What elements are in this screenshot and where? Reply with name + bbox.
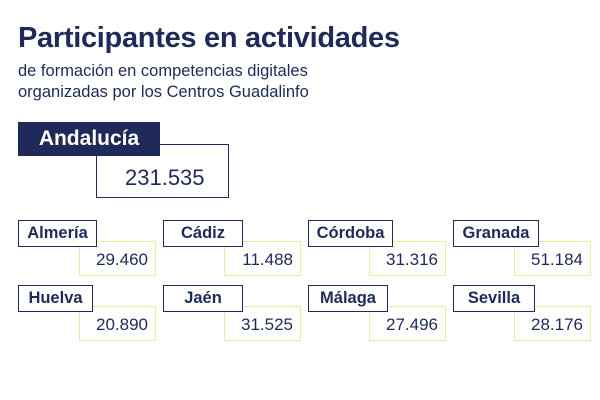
province-label: Jaén [163,285,243,312]
province-value-box: 51.184 [514,241,591,276]
total-value-box [96,144,229,198]
subtitle-line-2: organizadas por los Centros Guadalinfo [18,83,309,101]
province-label: Huelva [18,285,93,312]
province-value-box: 11.488 [224,241,301,276]
page-title: Participantes en actividades [18,22,400,54]
total-value: 231.535 [125,165,205,190]
province-label: Sevilla [453,285,535,312]
page-subtitle: de formación en competencias digitales o… [18,61,438,103]
province-label: Córdoba [308,220,393,247]
province-label: Cádiz [163,220,243,247]
province-label: Granada [453,220,539,247]
province-value-box: 29.460 [79,241,156,276]
subtitle-line-1: de formación en competencias digitales [18,62,308,80]
province-value-box: 20.890 [79,306,156,341]
province-label: Málaga [308,285,388,312]
province-label: Almería [18,220,97,247]
total-region-label: Andalucía [18,122,160,156]
